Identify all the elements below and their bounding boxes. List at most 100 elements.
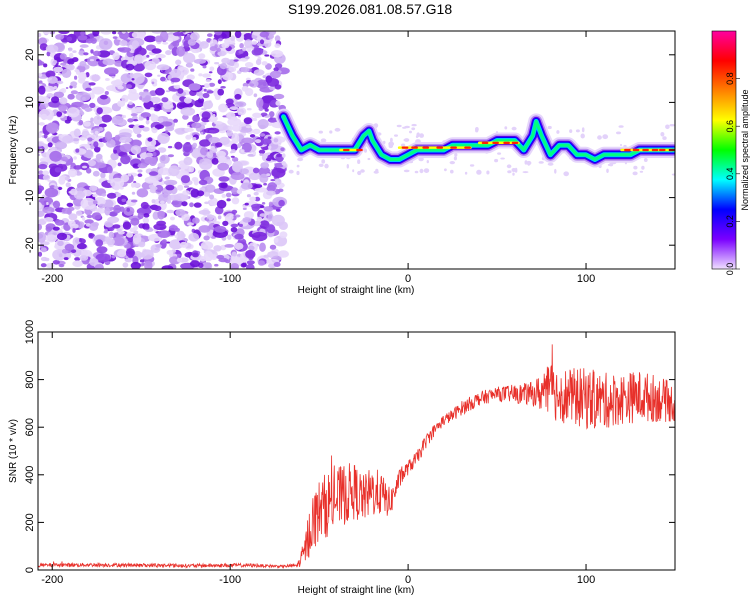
noise-blob [56,111,63,117]
noise-blob [665,124,670,130]
noise-blob [248,172,261,181]
noise-blob [47,76,58,84]
noise-blob [53,185,59,190]
noise-blob [151,199,156,204]
noise-blob [538,161,544,164]
noise-blob [271,214,285,227]
noise-blob [450,169,454,174]
noise-blob [168,225,178,231]
noise-blob [62,135,74,144]
noise-blob [120,154,131,165]
noise-blob [202,92,210,99]
noise-blob [334,127,341,132]
noise-blob [38,196,54,206]
noise-blob [230,149,236,154]
noise-blob [202,100,214,110]
noise-blob [214,263,219,267]
spectrogram-x-axis-label: Height of straight line (km) [298,285,415,296]
noise-blob [137,163,148,169]
noise-blob [118,132,132,139]
noise-blob [89,258,99,267]
noise-blob [230,227,238,233]
noise-blob [252,128,261,135]
noise-blob [213,245,222,252]
noise-blob [218,182,228,188]
noise-blob [54,141,67,150]
noise-blob [191,47,201,54]
noise-blob [149,96,161,104]
noise-blob [207,33,213,37]
noise-blob [88,82,96,86]
noise-blob [253,191,259,196]
noise-blob [58,31,70,35]
noise-blob [252,112,262,119]
noise-blob [190,68,195,72]
noise-blob [120,73,132,84]
noise-blob [373,170,379,174]
noise-blob [199,95,204,99]
noise-blob [660,132,665,137]
noise-blob [117,100,126,107]
noise-blob [261,61,268,66]
noise-blob [114,208,120,210]
noise-blob [174,141,183,150]
noise-blob [86,214,93,219]
noise-blob [216,47,221,53]
noise-blob [226,111,236,119]
noise-blob [84,219,94,225]
noise-blob [157,230,171,239]
noise-blob [211,157,219,165]
noise-blob [155,54,166,59]
noise-blob [189,260,201,268]
snr-panel: -200 -100 0 100 0 200 400 600 800 1000 Height of… [8,320,676,596]
noise-blob [267,78,280,87]
noise-blob [187,222,194,226]
noise-blob [142,127,149,131]
noise-blob [153,205,162,212]
noise-blob [346,164,349,169]
noise-blob [200,85,205,88]
noise-blob [255,59,262,66]
noise-blob [190,188,200,198]
noise-blob [192,114,201,123]
noise-blob [203,88,207,92]
noise-blob [367,157,371,161]
noise-blob [178,102,194,108]
noise-blob [140,201,149,209]
noise-blob [288,169,294,174]
noise-blob [597,135,602,140]
noise-blob [119,143,134,153]
noise-blob [225,98,234,105]
noise-blob [131,31,141,39]
noise-blob [58,104,67,112]
noise-blob [275,208,281,212]
noise-blob [296,170,300,176]
noise-blob [106,238,115,246]
noise-blob [44,187,59,198]
noise-blob [245,125,252,129]
noise-blob [53,60,58,64]
noise-blob [231,124,242,132]
noise-blob [161,265,174,269]
noise-blob [93,115,103,125]
noise-blob [547,162,554,166]
noise-blob [183,97,192,104]
noise-blob [469,164,475,167]
noise-blob [101,114,112,123]
noise-blob [165,90,171,93]
noise-blob [507,170,512,174]
noise-blob [47,122,58,134]
noise-blob [220,86,226,89]
noise-blob [160,200,165,205]
noise-blob [268,145,272,150]
noise-blob [227,234,232,240]
noise-blob [396,124,402,128]
noise-blob [71,101,85,108]
noise-blob [231,187,239,195]
noise-blob [222,220,229,226]
noise-blob [70,188,78,196]
spectrogram-y-axis-label: Frequency (Hz) [8,116,19,185]
colorbar-tick-label: 0.6 [725,120,735,133]
noise-blob [157,162,166,168]
noise-blob [38,83,43,87]
